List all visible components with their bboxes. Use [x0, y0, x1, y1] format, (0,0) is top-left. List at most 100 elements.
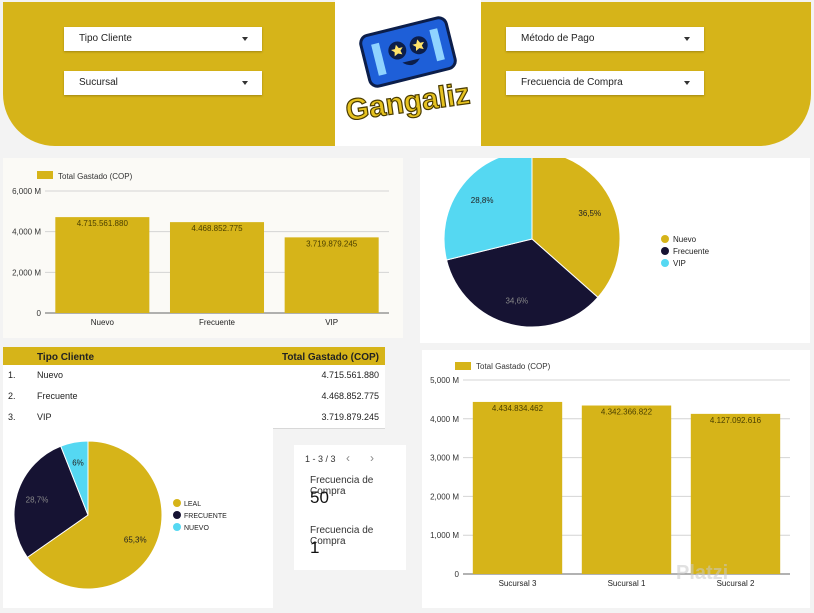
filter-label: Método de Pago	[521, 33, 595, 44]
legend-label: Total Gastado (COP)	[58, 172, 133, 181]
legend-dot	[173, 499, 181, 507]
y-tick-label: 1,000 M	[430, 531, 459, 540]
pie-slice[interactable]	[13, 445, 89, 559]
bar[interactable]	[472, 401, 563, 574]
filter-metodo-pago[interactable]: Método de Pago	[506, 27, 704, 51]
pie-slice[interactable]	[26, 440, 163, 590]
legend-label: Frecuente	[673, 247, 710, 256]
filter-tipo-cliente[interactable]: Tipo Cliente	[64, 27, 262, 51]
bar-data-label: 4.127.092.616	[710, 416, 762, 425]
next-page-icon[interactable]: ›	[370, 451, 374, 465]
y-tick-label: 6,000 M	[12, 187, 41, 196]
row-index: 2.	[8, 391, 16, 401]
legend-label: FRECUENTE	[184, 513, 227, 520]
bar-chart-sucursal: Total Gastado (COP) 0 1,000 M 2,000 M 3,000…	[430, 362, 790, 588]
legend-label: Total Gastado (COP)	[476, 362, 551, 371]
dropdown-caret-icon	[684, 81, 690, 85]
logo-area: Gangaliz	[335, 0, 481, 146]
bar-data-label: 4.434.834.462	[492, 404, 544, 413]
x-tick-label: VIP	[325, 318, 338, 327]
dropdown-caret-icon	[242, 81, 248, 85]
table-header: Tipo Cliente Total Gastado (COP)	[3, 347, 385, 365]
y-tick-label: 0	[455, 570, 460, 579]
pie-slice-label: 28,7%	[26, 496, 49, 505]
legend-dot	[173, 511, 181, 519]
scorecard-label: Frecuencia de Compra	[310, 525, 374, 547]
bar-data-label: 4.342.366.822	[601, 408, 653, 417]
pie-slice[interactable]	[60, 440, 89, 516]
pie-chart-tipo-cliente-panel: 36,5% 34,6% 28,8% Nuevo Frecuente VIP	[420, 150, 810, 343]
bar[interactable]	[284, 237, 379, 313]
row-value: 4.715.561.880	[321, 370, 379, 380]
filter-sucursal[interactable]: Sucursal	[64, 71, 262, 95]
x-tick-label: Nuevo	[91, 318, 115, 327]
y-tick-label: 4,000 M	[430, 415, 459, 424]
legend-dot	[661, 247, 669, 255]
column-header[interactable]: Tipo Cliente	[37, 352, 95, 363]
dropdown-caret-icon	[684, 37, 690, 41]
x-tick-label: Frecuente	[199, 318, 236, 327]
legend-swatch	[455, 362, 471, 370]
filter-label: Tipo Cliente	[79, 33, 132, 44]
bar-data-label: 4.715.561.880	[77, 219, 129, 228]
y-tick-label: 2,000 M	[12, 268, 41, 277]
column-header[interactable]: Total Gastado (COP)	[281, 352, 379, 363]
y-tick-label: 2,000 M	[430, 492, 459, 501]
table-row: 1. Nuevo 4.715.561.880	[3, 365, 385, 387]
y-tick-label: 0	[37, 309, 42, 318]
row-index: 1.	[8, 370, 16, 380]
filter-label: Sucursal	[79, 77, 118, 88]
y-tick-label: 4,000 M	[12, 228, 41, 237]
pie-slice-label: 34,6%	[505, 297, 528, 306]
pie-chart-frecuencia-panel: 65,3% 28,7% 6% LEAL FRECUENTE NUEVO	[3, 428, 273, 608]
prev-page-icon[interactable]: ‹	[346, 451, 350, 465]
x-tick-label: Sucursal 2	[717, 579, 755, 588]
bar[interactable]	[581, 405, 672, 574]
scorecards-panel: 1 - 3 / 3 ‹ › Frecuencia de Compra 50 Fr…	[294, 445, 406, 570]
filter-label: Frecuencia de Compra	[521, 77, 623, 88]
scorecard-value: 1	[310, 538, 320, 557]
bar-data-label: 4.468.852.775	[191, 224, 243, 233]
pie-slice-label: 28,8%	[471, 196, 494, 205]
pagination-label: 1 - 3 / 3	[305, 454, 336, 464]
scorecard-value: 50	[310, 488, 329, 507]
row-name: Nuevo	[37, 370, 64, 380]
bar-data-label: 3.719.879.245	[306, 239, 358, 248]
bar[interactable]	[690, 413, 781, 574]
legend-label: VIP	[673, 259, 686, 268]
x-tick-label: Sucursal 3	[499, 579, 537, 588]
legend-swatch	[37, 171, 53, 179]
dropdown-caret-icon	[242, 37, 248, 41]
y-tick-label: 3,000 M	[430, 454, 459, 463]
table-row: 2. Frecuente 4.468.852.775	[3, 386, 385, 408]
row-name: Frecuente	[37, 391, 78, 401]
legend-dot	[173, 523, 181, 531]
legend-label: LEAL	[184, 501, 201, 508]
scorecard-label: Frecuencia de Compra	[310, 475, 374, 497]
pie-chart-tipo-cliente: 36,5% 34,6% 28,8% Nuevo Frecuente VIP	[443, 150, 710, 328]
legend-label: NUEVO	[184, 525, 209, 532]
y-tick-label: 5,000 M	[430, 376, 459, 385]
pie-slice-label: 36,5%	[578, 209, 601, 218]
bar[interactable]	[169, 222, 265, 313]
row-index: 3.	[8, 412, 16, 422]
pie-slice-label: 65,3%	[124, 536, 147, 545]
filter-frecuencia-compra[interactable]: Frecuencia de Compra	[506, 71, 704, 95]
bar-chart-tipo-cliente: Total Gastado (COP) 0 2,000 M 4,000 M 6,000…	[12, 171, 389, 327]
logo-wordmark: Gangaliz	[344, 77, 472, 127]
x-tick-label: Sucursal 1	[608, 579, 646, 588]
pie-slice-label: 6%	[72, 459, 84, 468]
gangaliz-logo-icon: Gangaliz	[343, 16, 473, 128]
pie-slice[interactable]	[445, 238, 599, 328]
pie-chart-frecuencia: 65,3% 28,7% 6% LEAL FRECUENTE NUEVO	[13, 440, 227, 590]
bar-chart-sucursal-panel: Total Gastado (COP) 0 1,000 M 2,000 M 3,000…	[422, 350, 810, 608]
bar-chart-tipo-cliente-panel: Total Gastado (COP) 0 2,000 M 4,000 M 6,000…	[3, 158, 403, 338]
bar[interactable]	[55, 217, 150, 313]
platzi-watermark: Platzi	[676, 562, 729, 584]
row-value: 3.719.879.245	[321, 412, 379, 422]
row-value: 4.468.852.775	[321, 391, 379, 401]
table-row: 3. VIP 3.719.879.245	[3, 407, 385, 429]
legend-dot	[661, 259, 669, 267]
legend-label: Nuevo	[673, 235, 697, 244]
row-name: VIP	[37, 412, 52, 422]
